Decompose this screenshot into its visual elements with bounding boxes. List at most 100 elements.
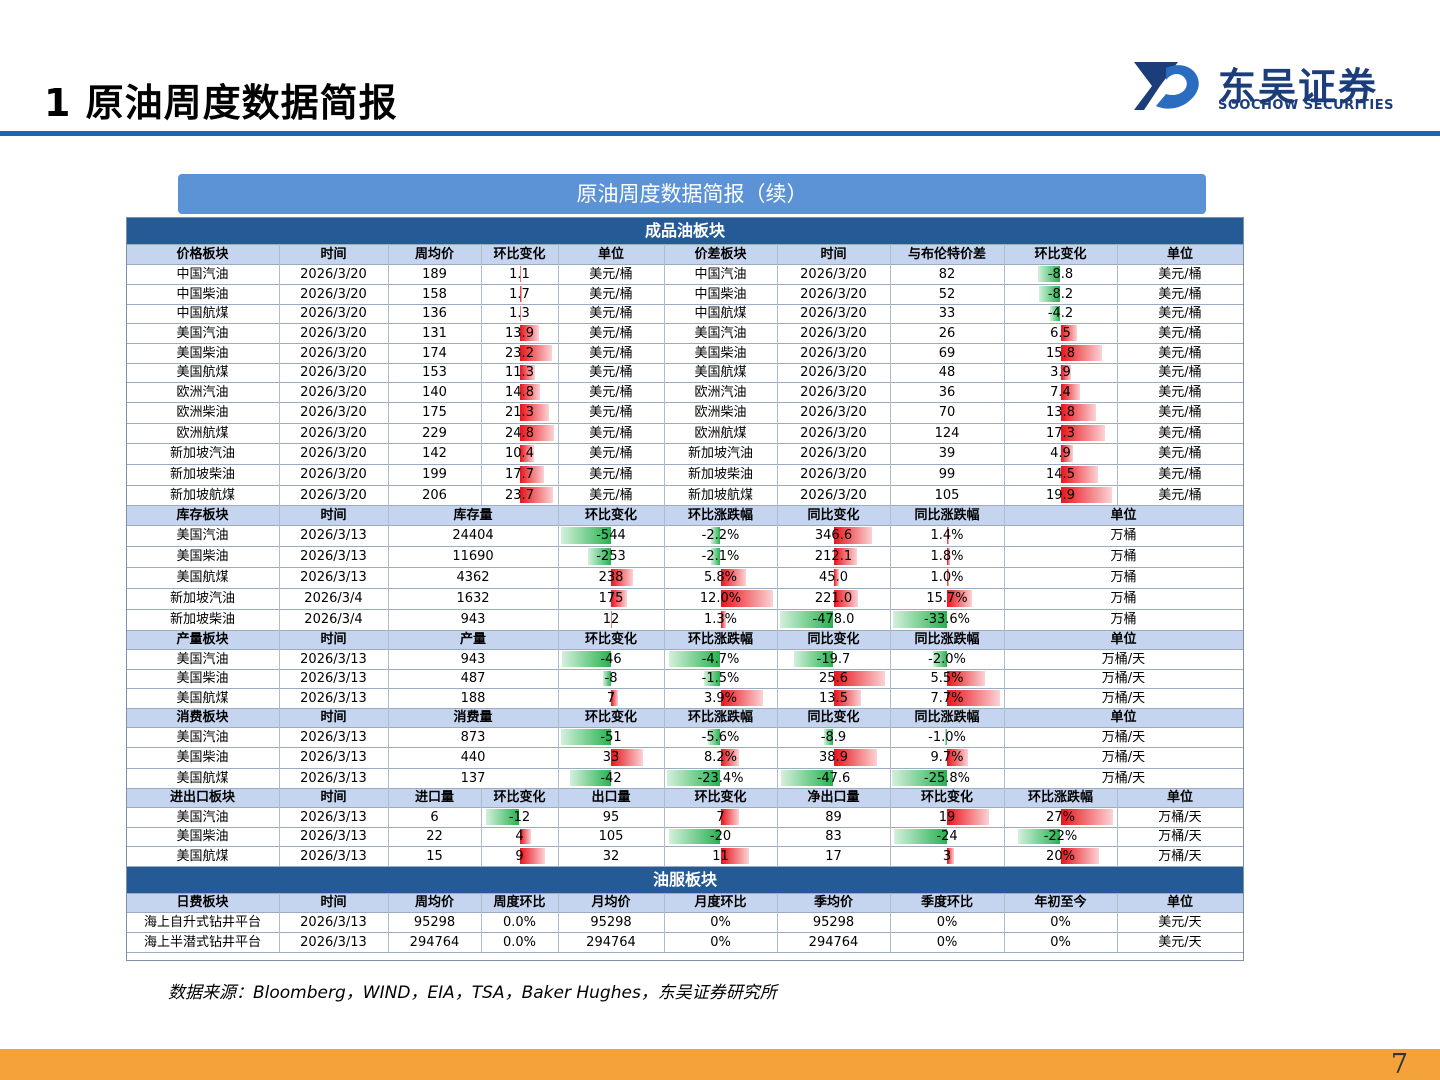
refined-cell: 2026/3/20 — [800, 405, 867, 420]
consumption-header-cell: 时间 — [279, 708, 388, 727]
column-divider — [1004, 669, 1005, 688]
column-divider — [664, 669, 665, 688]
refined-cell: 33 — [938, 306, 956, 321]
refined-value-bar — [519, 286, 522, 302]
production-cell: 2026/3/13 — [300, 690, 367, 706]
refined-cell: 2026/3/20 — [800, 467, 867, 482]
production-cell: -1.5% — [701, 671, 740, 686]
row-divider — [126, 788, 1244, 789]
inventory-cell: 12 — [602, 612, 620, 627]
oilservice-cell: 0% — [710, 914, 731, 930]
column-divider — [664, 649, 665, 669]
column-divider — [279, 323, 280, 343]
inventory-value-bar — [710, 527, 721, 544]
production-value-bar — [562, 651, 611, 667]
consumption-cell: -23.4% — [697, 770, 744, 786]
refined-cell: 2026/3/20 — [300, 446, 367, 461]
trade-cell: 95 — [602, 809, 620, 825]
column-divider — [279, 827, 280, 846]
column-divider — [279, 443, 280, 464]
column-divider — [558, 304, 559, 323]
consumption-cell: 440 — [460, 750, 486, 765]
column-divider — [481, 485, 482, 505]
oilservice-cell: 294764 — [586, 934, 636, 950]
column-divider — [1004, 807, 1005, 827]
oilservice-cell: 2026/3/13 — [300, 914, 367, 930]
column-divider — [664, 443, 665, 464]
column-divider — [1004, 505, 1005, 525]
production-cell: 13.5 — [819, 690, 848, 706]
trade-value-bar — [947, 809, 989, 825]
refined-value-bar — [1060, 445, 1074, 462]
inventory-cell: 5.8% — [703, 570, 738, 585]
column-divider — [664, 708, 665, 727]
refined-cell: 欧洲航煤 — [176, 425, 229, 441]
column-divider — [279, 264, 280, 284]
column-divider — [664, 588, 665, 609]
column-divider — [279, 893, 280, 912]
inventory-cell: 346.6 — [814, 528, 853, 543]
inventory-cell: 新加坡柴油 — [169, 612, 235, 627]
column-divider — [664, 688, 665, 708]
row-divider — [126, 546, 1244, 547]
column-divider — [558, 588, 559, 609]
consumption-value-bar — [720, 749, 740, 766]
column-divider — [890, 768, 891, 788]
column-divider — [279, 382, 280, 402]
inventory-cell: 15.7% — [926, 591, 968, 606]
trade-value-bar — [1060, 809, 1114, 825]
column-divider — [388, 264, 389, 284]
row-divider — [126, 382, 1244, 383]
consumption-cell: 9.7% — [930, 750, 964, 765]
inventory-cell: -253 — [596, 549, 626, 564]
production-header-cell: 产量 — [388, 630, 558, 649]
column-divider — [890, 423, 891, 443]
column-divider — [1004, 567, 1005, 588]
column-divider — [1004, 284, 1005, 304]
refined-value-bar — [519, 487, 553, 503]
refined-cell: 2026/3/20 — [800, 425, 867, 441]
column-divider — [388, 244, 389, 264]
refined-value-bar — [1060, 487, 1113, 503]
column-divider — [558, 485, 559, 505]
oilservice-cell: 95298 — [812, 914, 855, 930]
consumption-value-bar — [569, 770, 611, 786]
column-divider — [558, 893, 559, 912]
refined-cell: 美元/桶 — [589, 425, 633, 441]
column-divider — [890, 525, 891, 546]
inventory-header-cell: 同比变化 — [777, 505, 890, 525]
trade-cell: 105 — [598, 829, 624, 844]
column-divider — [558, 768, 559, 788]
inventory-cell: 11690 — [452, 549, 494, 564]
consumption-header-cell: 单位 — [1004, 708, 1243, 727]
column-divider — [279, 932, 280, 952]
column-divider — [481, 284, 482, 304]
logo-text-en: SOOCHOW SECURITIES — [1218, 98, 1394, 113]
trade-value-bar — [947, 848, 954, 864]
consumption-cell: -25.8% — [924, 770, 970, 786]
refined-header-cell: 环比变化 — [481, 244, 558, 264]
production-cell: 2026/3/13 — [300, 651, 367, 667]
column-divider — [1004, 343, 1005, 363]
refined-value-bar — [519, 365, 536, 380]
column-divider — [279, 630, 280, 649]
production-cell: 2026/3/13 — [300, 671, 367, 686]
column-divider — [1004, 788, 1005, 807]
column-divider — [481, 264, 482, 284]
column-divider — [890, 688, 891, 708]
column-divider — [279, 464, 280, 485]
oilservice-header-cell: 月均价 — [558, 893, 664, 912]
refined-value-bar — [1039, 286, 1061, 302]
refined-cell: 美元/桶 — [1158, 365, 1202, 380]
column-divider — [558, 546, 559, 567]
inventory-cell: 221.0 — [814, 591, 853, 606]
production-cell: -19.7 — [816, 651, 851, 667]
column-divider — [664, 485, 665, 505]
column-divider — [388, 768, 389, 788]
column-divider — [388, 323, 389, 343]
row-divider — [126, 464, 1244, 465]
column-divider — [481, 893, 482, 912]
production-value-bar — [833, 690, 861, 706]
refined-cell: 欧洲柴油 — [694, 405, 747, 420]
column-divider — [558, 264, 559, 284]
